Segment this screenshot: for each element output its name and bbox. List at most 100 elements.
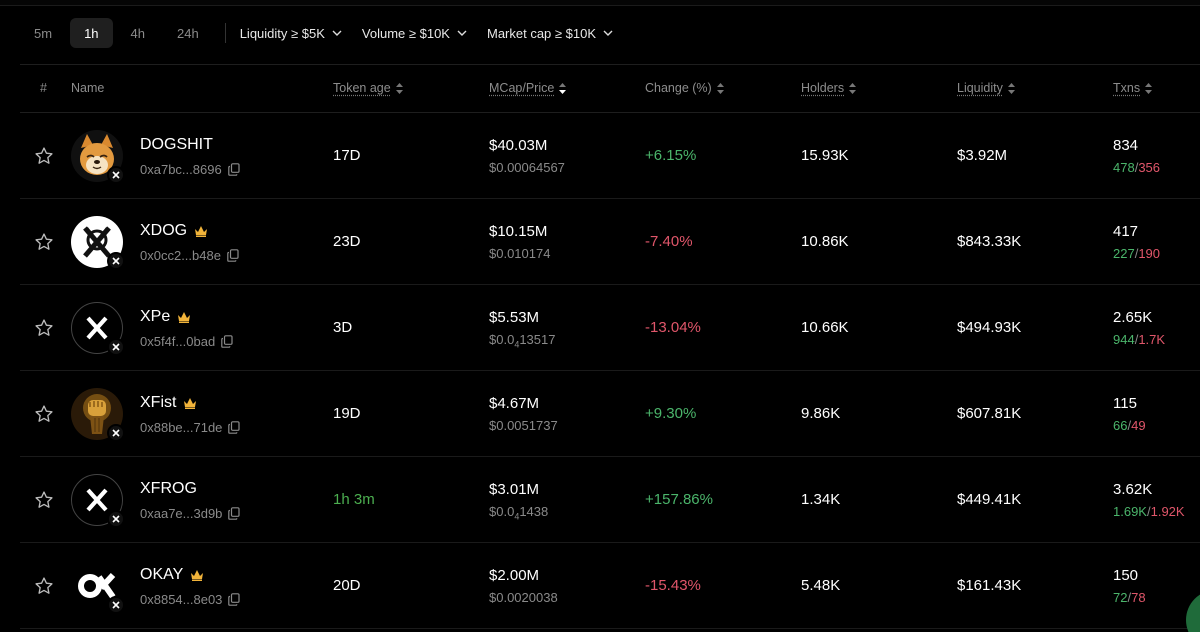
liquidity-value: $161.43K [957, 577, 1022, 594]
token-age: 20D [333, 577, 361, 594]
star-icon[interactable] [34, 146, 54, 166]
chain-badge [107, 338, 125, 356]
token-avatar[interactable] [71, 302, 125, 356]
token-price: $0.0020038 [489, 590, 558, 605]
col-liquidity[interactable]: Liquidity [957, 64, 1015, 112]
header-bottom-divider [20, 112, 1200, 113]
token-avatar[interactable] [71, 560, 125, 614]
token-name[interactable]: XPe [140, 308, 191, 326]
col-mcap-price[interactable]: MCap/Price [489, 64, 567, 112]
copy-icon[interactable] [227, 163, 240, 176]
txn-count: 417 [1113, 223, 1139, 240]
table-row[interactable]: XFROG 0xaa7e...3d9b 1h 3m $3.01M $0.0414… [20, 457, 1200, 543]
buys-sells: 1.69K/1.92K [1113, 504, 1185, 519]
col-change[interactable]: Change (%) [645, 64, 724, 112]
star-icon[interactable] [34, 576, 54, 596]
copy-icon[interactable] [228, 421, 241, 434]
buys-sells: 66/49 [1113, 418, 1146, 433]
sell-count: 190 [1138, 246, 1161, 261]
chain-badge [107, 166, 125, 184]
table-row[interactable]: DOGSHIT 0xa7bc...8696 17D $40.03M $0.000… [20, 113, 1200, 199]
sell-count: 49 [1131, 418, 1146, 433]
liquidity-value: $494.93K [957, 319, 1022, 336]
table-row[interactable]: OKAY 0x8854...8e03 20D $2.00M $0.0020038… [20, 543, 1200, 629]
timeframe-24h[interactable]: 24h [177, 25, 199, 41]
xdog-avatar-icon [83, 226, 111, 258]
crown-icon [195, 226, 208, 237]
token-name[interactable]: OKAY [140, 566, 204, 584]
token-address: 0xaa7e...3d9b [140, 506, 241, 521]
timeframe-1h[interactable]: 1h [70, 18, 113, 48]
timeframe-5m[interactable]: 5m [34, 25, 53, 41]
token-price: $0.0413517 [489, 332, 556, 350]
x-logo-icon [112, 257, 120, 265]
address-text: 0x0cc2...b48e [140, 248, 221, 263]
txn-count: 150 [1113, 567, 1139, 584]
token-name[interactable]: XFist [140, 394, 197, 412]
filter-divider [224, 23, 226, 43]
sell-count: 1.92K [1150, 504, 1185, 519]
copy-icon[interactable] [228, 593, 241, 606]
token-name[interactable]: DOGSHIT [140, 136, 213, 154]
buy-count: 227 [1113, 246, 1135, 261]
col-txns[interactable]: Txns [1113, 64, 1153, 112]
token-address: 0x8854...8e03 [140, 592, 241, 607]
token-name[interactable]: XFROG [140, 480, 197, 498]
chevron-down-icon [603, 30, 613, 36]
table-row[interactable]: XDOG 0x0cc2...b48e 23D $10.15M $0.010174… [20, 199, 1200, 285]
token-avatar[interactable] [71, 388, 125, 442]
copy-icon[interactable] [221, 335, 233, 348]
market-cap-filter-label: Market cap ≥ $10K [486, 25, 597, 41]
copy-icon[interactable] [227, 249, 239, 262]
liquidity-filter-dropdown[interactable]: Liquidity ≥ $5K [240, 26, 342, 41]
liquidity-value: $449.41K [957, 491, 1022, 508]
market-cap: $4.67M [489, 395, 540, 412]
token-symbol: XFist [140, 394, 177, 411]
token-symbol: DOGSHIT [140, 136, 213, 153]
sell-count: 78 [1131, 590, 1146, 605]
buy-count: 72 [1113, 590, 1128, 605]
header-top-divider [20, 64, 1200, 65]
timeframe-4h[interactable]: 4h [130, 25, 145, 41]
col-name: Name [71, 81, 105, 95]
market-cap: $2.00M [489, 567, 540, 584]
address-text: 0xa7bc...8696 [140, 162, 222, 177]
filter-bar: 5m 1h 4h 24h Liquidity ≥ $5K Volume ≥ $1… [20, 18, 633, 48]
buys-sells: 227/190 [1113, 246, 1161, 261]
price-change: +6.15% [645, 147, 697, 164]
token-symbol: OKAY [140, 566, 184, 583]
sort-icon [1007, 82, 1015, 94]
address-text: 0x5f4f...0bad [140, 334, 216, 349]
star-icon[interactable] [34, 232, 54, 252]
table-row[interactable]: XFist 0x88be...71de 19D $4.67M $0.005173… [20, 371, 1200, 457]
table-row[interactable]: XPe 0x5f4f...0bad 3D $5.53M $0.0413517 -… [20, 285, 1200, 371]
crown-icon [184, 398, 197, 409]
market-cap: $5.53M [489, 309, 540, 326]
col-token-age[interactable]: Token age [333, 64, 403, 112]
address-text: 0xaa7e...3d9b [140, 506, 223, 521]
price-change: -7.40% [645, 233, 693, 250]
buys-sells: 478/356 [1113, 160, 1161, 175]
holders-count: 10.86K [801, 233, 849, 250]
x-logo-icon [112, 171, 120, 179]
copy-icon[interactable] [228, 507, 241, 520]
market-cap-filter-dropdown[interactable]: Market cap ≥ $10K [487, 26, 613, 41]
liquidity-value: $843.33K [957, 233, 1022, 250]
star-icon[interactable] [34, 490, 54, 510]
star-icon[interactable] [34, 318, 54, 338]
sort-icon [716, 82, 724, 94]
sort-icon [395, 82, 403, 94]
token-avatar[interactable] [71, 130, 125, 184]
col-holders[interactable]: Holders [801, 64, 857, 112]
token-age: 19D [333, 405, 361, 422]
txn-count: 2.65K [1113, 309, 1153, 326]
token-address: 0xa7bc...8696 [140, 162, 240, 177]
token-avatar[interactable] [71, 216, 125, 270]
star-icon[interactable] [34, 404, 54, 424]
volume-filter-dropdown[interactable]: Volume ≥ $10K [362, 26, 467, 41]
token-name[interactable]: XDOG [140, 222, 208, 240]
x-logo-avatar-icon [86, 488, 108, 512]
token-avatar[interactable] [71, 474, 125, 528]
chevron-down-icon [332, 30, 342, 36]
txn-count: 834 [1113, 137, 1139, 154]
